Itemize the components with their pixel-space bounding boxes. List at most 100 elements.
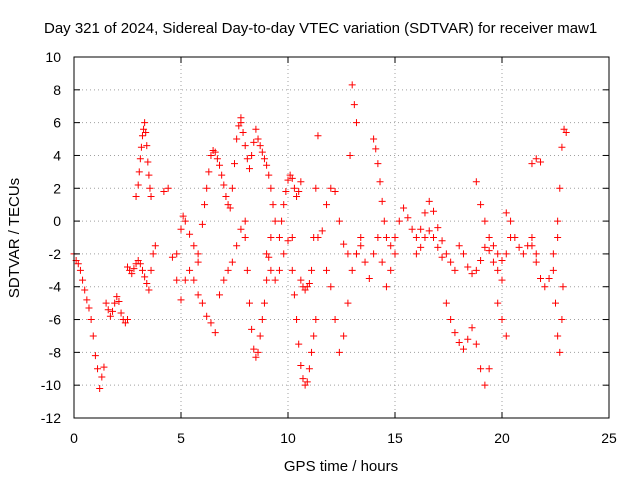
- data-point: [100, 363, 108, 371]
- data-point: [464, 335, 472, 343]
- x-tick-label: 20: [494, 430, 510, 446]
- x-tick-label: 0: [70, 430, 78, 446]
- data-point: [511, 234, 519, 241]
- y-tick-label: -8: [49, 344, 62, 360]
- data-point: [102, 299, 110, 307]
- data-point: [233, 242, 241, 250]
- plot-frame: [73, 56, 610, 419]
- data-point: [451, 329, 459, 337]
- data-point: [243, 266, 251, 274]
- y-axis-ticks: -12 -10 -8 -6 -4 -2 0 2 4 6 8 10: [41, 49, 609, 426]
- data-point: [79, 276, 87, 284]
- data-point: [241, 217, 249, 225]
- data-point: [554, 234, 562, 241]
- data-point: [559, 283, 567, 291]
- data-point: [258, 148, 266, 156]
- data-point: [507, 217, 515, 225]
- data-point: [562, 128, 570, 136]
- data-point: [348, 81, 356, 89]
- data-point: [278, 217, 286, 225]
- data-point: [558, 143, 566, 151]
- x-axis-ticks: 0 5 10 15 20 25: [70, 57, 617, 446]
- data-point: [447, 258, 455, 266]
- data-point: [256, 142, 264, 150]
- data-point: [280, 250, 288, 258]
- data-point: [498, 276, 506, 284]
- data-point: [477, 256, 485, 264]
- data-point: [477, 365, 485, 373]
- data-point: [528, 242, 536, 250]
- data-point: [149, 250, 157, 258]
- data-point: [288, 266, 296, 274]
- data-point: [237, 119, 245, 127]
- data-point: [485, 247, 493, 255]
- data-point: [314, 132, 322, 140]
- data-point: [233, 135, 241, 143]
- data-point: [275, 266, 283, 274]
- y-tick-label: -12: [41, 410, 61, 426]
- data-point: [459, 345, 467, 353]
- data-point: [231, 160, 238, 168]
- data-point: [194, 258, 202, 266]
- data-point: [205, 168, 213, 176]
- series-track-19: [370, 135, 390, 241]
- data-point: [269, 201, 277, 209]
- data-point: [194, 250, 202, 258]
- data-point: [198, 299, 206, 307]
- data-point: [295, 340, 303, 348]
- data-point: [485, 365, 493, 373]
- x-tick-label: 25: [601, 430, 617, 446]
- data-point: [241, 234, 249, 241]
- data-point: [537, 275, 545, 283]
- data-point: [250, 345, 258, 353]
- data-point: [447, 316, 455, 324]
- data-point: [137, 143, 145, 151]
- data-point: [143, 142, 151, 150]
- series-track-29: [549, 266, 567, 356]
- data-point: [220, 276, 228, 284]
- data-point: [370, 135, 378, 143]
- data-point: [260, 299, 268, 307]
- y-tick-label: 4: [53, 147, 61, 163]
- data-point: [350, 101, 358, 109]
- data-point: [241, 142, 249, 150]
- data-point: [335, 348, 343, 356]
- data-point: [404, 214, 412, 222]
- data-point: [370, 250, 378, 258]
- data-point: [472, 340, 480, 348]
- series-track-9: [237, 119, 279, 225]
- data-point: [203, 184, 211, 192]
- data-point: [297, 276, 305, 284]
- data-point: [532, 250, 540, 258]
- data-point: [250, 138, 258, 146]
- data-point: [376, 178, 384, 186]
- data-point: [391, 250, 399, 258]
- data-point: [96, 384, 104, 392]
- data-point: [472, 266, 480, 274]
- x-tick-label: 5: [177, 430, 185, 446]
- series-track-10: [241, 234, 275, 361]
- data-point: [245, 299, 253, 307]
- data-point: [132, 192, 140, 200]
- data-point: [434, 243, 442, 251]
- data-point: [138, 132, 146, 140]
- data-point: [308, 266, 316, 274]
- data-point: [340, 332, 348, 340]
- data-point: [85, 304, 93, 312]
- data-point: [494, 250, 502, 258]
- x-tick-label: 10: [280, 430, 296, 446]
- data-point: [391, 234, 399, 241]
- data-point: [224, 266, 232, 274]
- data-point: [228, 184, 236, 192]
- data-point: [194, 291, 202, 299]
- y-tick-label: 6: [53, 115, 61, 131]
- data-point: [117, 309, 125, 317]
- data-point: [365, 275, 373, 283]
- data-point: [400, 204, 408, 212]
- data-point: [556, 348, 564, 356]
- data-point: [502, 332, 510, 340]
- data-point: [485, 234, 493, 241]
- data-point: [481, 381, 489, 389]
- data-point: [434, 224, 442, 232]
- series-track-20: [387, 197, 459, 274]
